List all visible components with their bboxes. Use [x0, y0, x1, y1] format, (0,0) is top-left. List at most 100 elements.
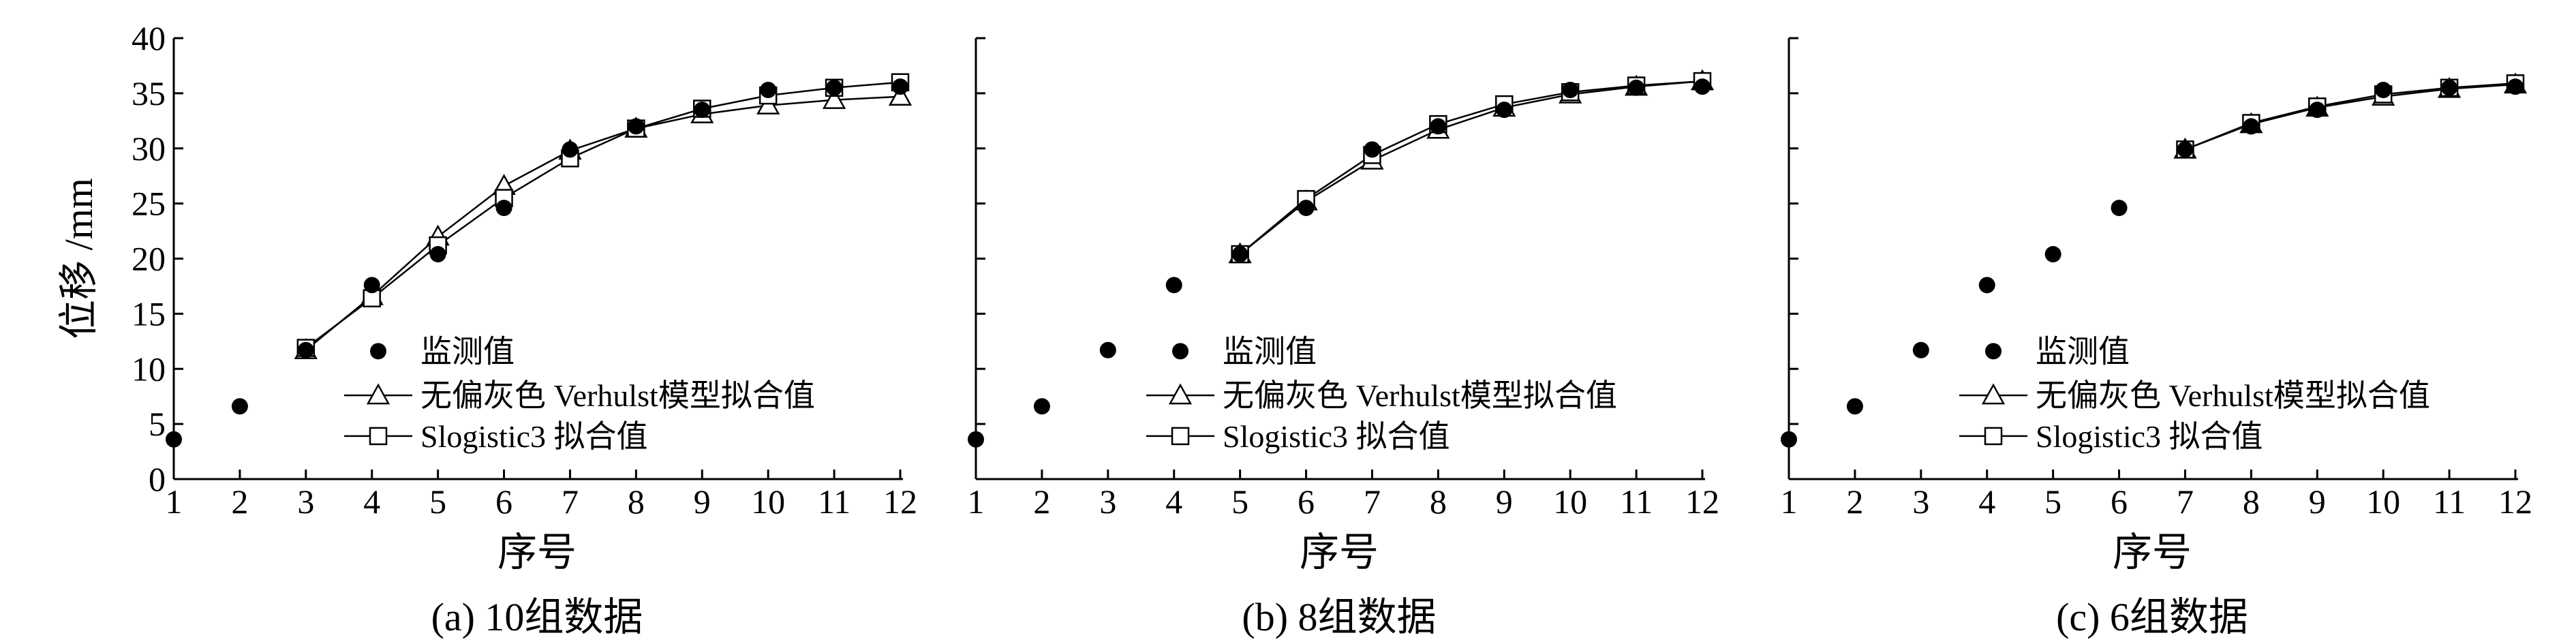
x-tick-label: 9	[1496, 482, 1513, 521]
legend-marker	[1172, 343, 1189, 360]
x-tick-label: 3	[1099, 482, 1116, 521]
legend-marker	[1985, 343, 2002, 360]
series-3	[296, 73, 910, 357]
legend-marker	[1981, 383, 2006, 405]
x-tick-label: 3	[297, 482, 314, 521]
data-point	[429, 246, 446, 263]
data-point	[2507, 78, 2524, 95]
data-point	[297, 341, 314, 358]
data-point	[760, 82, 777, 99]
data-point	[1099, 341, 1116, 358]
x-tick-label: 9	[2309, 482, 2326, 521]
panel-caption: (b) 8组数据	[1242, 595, 1436, 639]
data-point	[1364, 141, 1381, 158]
legend-label: 监测值	[2036, 334, 2130, 369]
x-tick-label: 5	[2044, 482, 2061, 521]
series-line	[2184, 82, 2516, 151]
legend-entry: 无偏灰色 Verhulst模型拟合值	[1959, 378, 2430, 413]
data-point	[2243, 118, 2260, 135]
data-point	[1430, 118, 1447, 135]
x-axis-title: 序号	[2113, 530, 2192, 574]
x-tick-label: 8	[2243, 482, 2260, 521]
series-line	[1239, 80, 1703, 255]
x-tick-label: 4	[1978, 482, 1995, 521]
x-tick-label: 5	[1231, 482, 1248, 521]
y-tick-label: 25	[132, 185, 166, 223]
data-point	[231, 398, 248, 415]
panel-caption: (c) 6组数据	[2056, 595, 2248, 639]
x-tick-label: 12	[2498, 482, 2532, 521]
legend-marker	[370, 343, 386, 360]
series-1	[166, 78, 908, 448]
legend-entry: Slogistic3 拟合值	[1146, 419, 1450, 454]
data-point	[628, 118, 645, 135]
data-point	[1912, 341, 1929, 358]
x-tick-label: 1	[166, 482, 183, 521]
data-point	[888, 85, 913, 106]
legend-entry: 无偏灰色 Verhulst模型拟合值	[344, 378, 815, 413]
series-line	[305, 81, 901, 349]
data-point	[1231, 246, 1248, 263]
legend-entry: 监测值	[1985, 334, 2130, 369]
data-point	[562, 141, 579, 158]
data-point	[2441, 79, 2458, 96]
legend-marker	[1171, 427, 1190, 446]
data-point	[2309, 102, 2326, 119]
x-tick-label: 7	[2177, 482, 2194, 521]
data-point	[1165, 277, 1182, 294]
data-point	[826, 79, 843, 96]
legend-entry: 无偏灰色 Verhulst模型拟合值	[1146, 378, 1617, 413]
legend-label: Slogistic3 拟合值	[2036, 419, 2263, 454]
x-tick-label: 2	[231, 482, 248, 521]
panel-caption: (a) 10组数据	[431, 595, 643, 639]
series-3	[1231, 72, 1712, 264]
series-2	[1228, 69, 1715, 264]
x-tick-label: 12	[883, 482, 917, 521]
x-tick-label: 7	[1364, 482, 1381, 521]
data-point	[694, 102, 711, 119]
x-tick-label: 10	[1553, 482, 1587, 521]
x-tick-label: 11	[2433, 482, 2466, 521]
x-tick-label: 2	[1033, 482, 1050, 521]
data-point	[1033, 398, 1050, 415]
data-point	[1298, 200, 1315, 217]
x-axis-title: 序号	[1300, 530, 1379, 574]
y-tick-label: 30	[132, 129, 166, 168]
x-tick-label: 3	[1912, 482, 1929, 521]
y-tick-label: 0	[149, 460, 166, 498]
data-point	[1978, 277, 1995, 294]
data-point	[1694, 78, 1711, 95]
series-line	[305, 95, 901, 351]
x-tick-label: 8	[1430, 482, 1447, 521]
data-point	[2111, 200, 2128, 217]
series-1	[968, 78, 1711, 448]
series-line	[2185, 83, 2516, 151]
legend-entry: Slogistic3 拟合值	[1959, 419, 2263, 454]
y-tick-label: 15	[132, 294, 166, 333]
x-tick-label: 1	[1781, 482, 1798, 521]
legend-label: 监测值	[420, 334, 515, 369]
x-tick-label: 1	[968, 482, 985, 521]
data-point	[822, 88, 846, 109]
x-tick-label: 10	[2366, 482, 2400, 521]
legend-label: Slogistic3 拟合值	[1223, 419, 1450, 454]
legend-label: Slogistic3 拟合值	[420, 419, 648, 454]
data-point	[495, 200, 512, 217]
x-tick-label: 11	[818, 482, 850, 521]
x-tick-label: 8	[628, 482, 645, 521]
data-point	[166, 431, 182, 448]
y-tick-label: 10	[132, 350, 166, 388]
x-tick-label: 12	[1685, 482, 1719, 521]
y-tick-label: 35	[132, 74, 166, 112]
legend-entry: 监测值	[1172, 334, 1317, 369]
legend-marker	[1168, 383, 1193, 405]
x-tick-label: 6	[495, 482, 512, 521]
data-point	[1628, 79, 1645, 96]
x-tick-label: 11	[1620, 482, 1653, 521]
data-point	[892, 78, 908, 95]
